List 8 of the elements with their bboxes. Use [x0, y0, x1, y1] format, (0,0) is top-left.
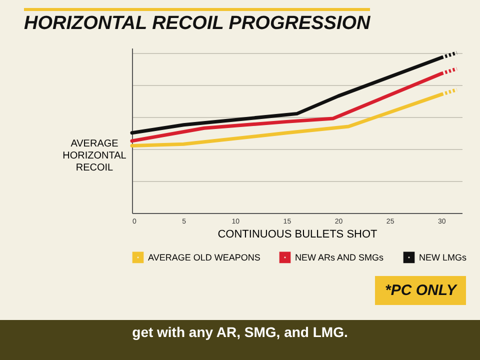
legend-label: NEW ARs AND SMGs — [295, 252, 384, 262]
y-axis-title: AVERAGE HORIZONTAL RECOIL — [62, 138, 127, 174]
x-axis-title: CONTINUOUS BULLETS SHOT — [218, 228, 378, 240]
chart-title: HORIZONTAL RECOIL PROGRESSION — [24, 8, 370, 35]
text: get with any AR, SMG, and LMG. — [0, 320, 480, 360]
legend-label: NEW LMGs — [419, 252, 467, 262]
text: *PC ONLY — [375, 276, 466, 305]
legend-label: AVERAGE OLD WEAPONS — [148, 252, 260, 262]
